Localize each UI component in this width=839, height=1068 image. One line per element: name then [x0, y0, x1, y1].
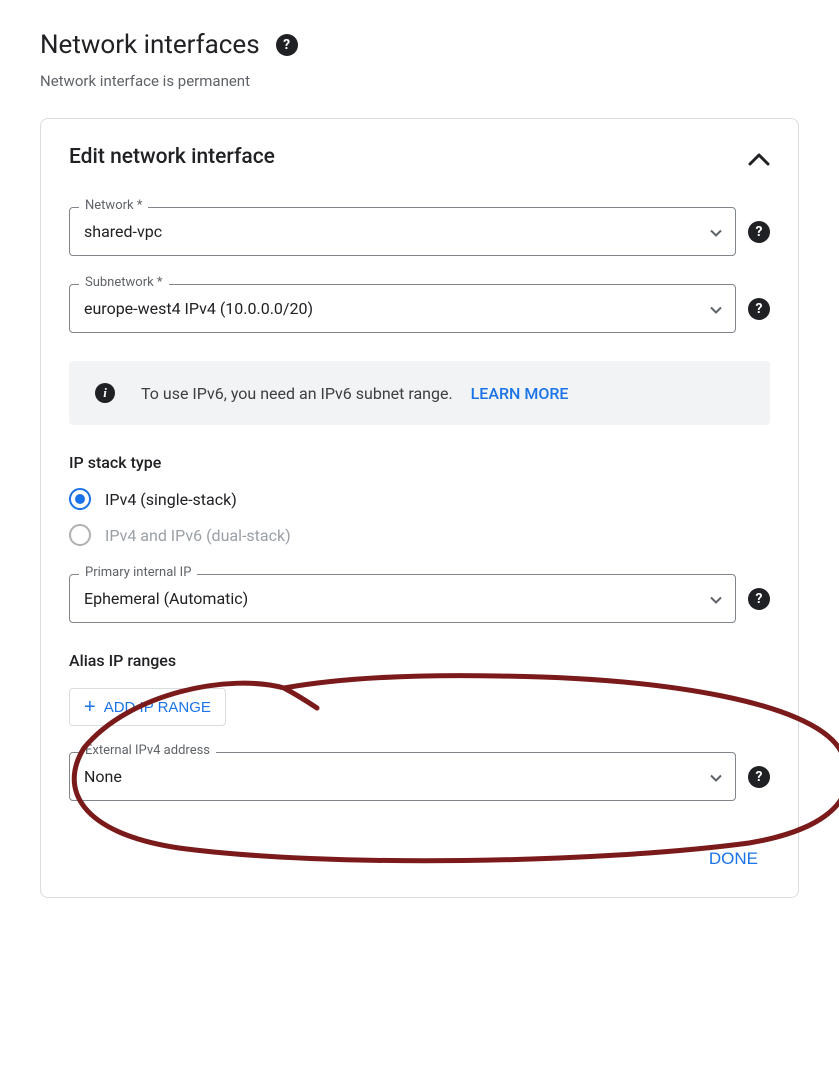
help-icon[interactable]: ?	[748, 588, 770, 610]
page-title: Network interfaces	[40, 30, 260, 60]
learn-more-link[interactable]: LEARN MORE	[471, 384, 569, 403]
external-ipv4-value: None	[84, 767, 122, 786]
external-ipv4-label: External IPv4 address	[79, 743, 216, 758]
external-ipv4-select[interactable]: None	[69, 752, 736, 801]
card-title: Edit network interface	[69, 145, 275, 169]
help-icon[interactable]: ?	[748, 298, 770, 320]
ipv6-info-banner: i To use IPv6, you need an IPv6 subnet r…	[69, 361, 770, 425]
subnetwork-label: Subnetwork *	[79, 275, 169, 290]
page-subtitle: Network interface is permanent	[40, 72, 799, 90]
radio-label: IPv4 and IPv6 (dual-stack)	[105, 526, 291, 545]
subnetwork-value: europe-west4 IPv4 (10.0.0.0/20)	[84, 299, 313, 318]
ip-stack-radio-group: IPv4 (single-stack) IPv4 and IPv6 (dual-…	[69, 488, 770, 546]
help-icon[interactable]: ?	[276, 34, 298, 56]
info-text: To use IPv6, you need an IPv6 subnet ran…	[141, 384, 453, 403]
subnetwork-select[interactable]: europe-west4 IPv4 (10.0.0.0/20)	[69, 284, 736, 333]
ip-stack-label: IP stack type	[69, 453, 770, 472]
primary-internal-ip-value: Ephemeral (Automatic)	[84, 589, 248, 608]
network-select[interactable]: shared-vpc	[69, 207, 736, 256]
primary-internal-ip-label: Primary internal IP	[79, 565, 197, 580]
radio-ipv4-single[interactable]	[69, 488, 91, 510]
network-value: shared-vpc	[84, 222, 162, 241]
help-icon[interactable]: ?	[748, 221, 770, 243]
network-interface-card: Edit network interface Network * shared-…	[40, 118, 799, 898]
network-label: Network *	[79, 198, 148, 213]
add-ip-range-label: ADD IP RANGE	[104, 699, 211, 716]
info-icon: i	[95, 383, 115, 403]
alias-ip-label: Alias IP ranges	[69, 651, 770, 670]
done-button[interactable]: DONE	[697, 841, 770, 877]
radio-ipv4-ipv6-dual	[69, 524, 91, 546]
collapse-icon[interactable]	[748, 143, 770, 171]
plus-icon: +	[84, 697, 96, 717]
add-ip-range-button[interactable]: + ADD IP RANGE	[69, 688, 226, 726]
radio-label: IPv4 (single-stack)	[105, 490, 237, 509]
help-icon[interactable]: ?	[748, 766, 770, 788]
primary-internal-ip-select[interactable]: Ephemeral (Automatic)	[69, 574, 736, 623]
